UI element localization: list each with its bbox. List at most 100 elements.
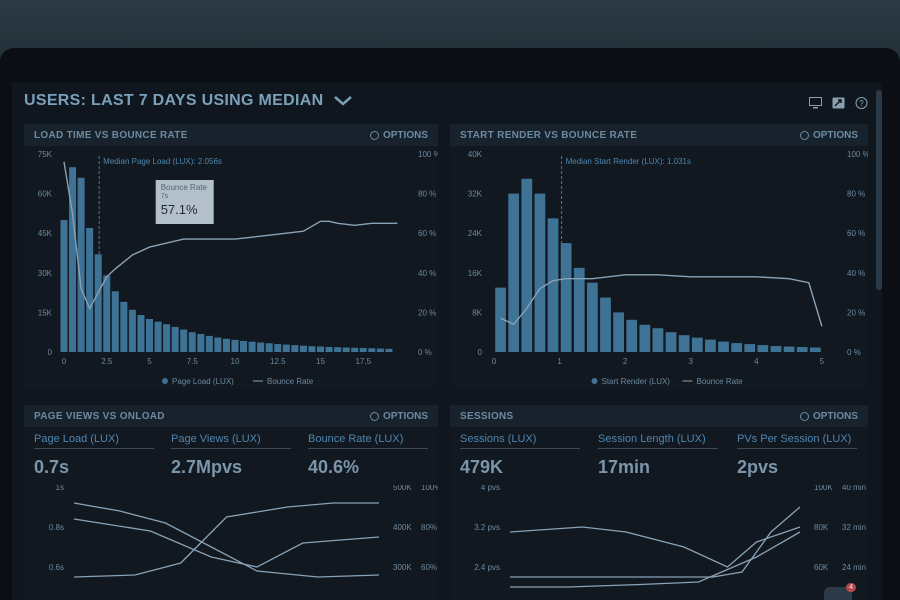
bar <box>325 346 333 352</box>
x-tick: 15 <box>316 357 325 366</box>
y-tick-left: 4 pvs <box>481 485 500 492</box>
x-tick: 4 <box>754 357 759 366</box>
bar <box>257 342 265 352</box>
scrollbar[interactable] <box>876 90 882 290</box>
y-tick-right-2: 60% <box>421 563 437 572</box>
y-tick-right: 0 % <box>847 348 861 357</box>
options-button[interactable]: OPTIONS <box>369 411 428 422</box>
chevron-down-icon[interactable] <box>334 95 352 106</box>
panel-header: START RENDER VS BOUNCE RATE OPTIONS <box>450 124 868 146</box>
y-tick-right: 20 % <box>847 308 865 317</box>
stat-label: Bounce Rate (LUX) <box>308 433 404 445</box>
series-line <box>73 518 380 568</box>
bar <box>103 275 111 352</box>
y-tick-right: 20 % <box>418 308 436 317</box>
bar <box>613 312 624 352</box>
bar <box>120 301 128 352</box>
tooltip-label: Bounce Rate <box>161 183 208 192</box>
gear-icon <box>369 130 379 140</box>
bar <box>231 339 239 352</box>
bar <box>534 193 546 352</box>
export-icon[interactable] <box>832 96 845 109</box>
y-tick-right: 0 % <box>418 348 432 357</box>
stat-divider <box>171 448 291 449</box>
y-tick-left: 0 <box>48 348 53 357</box>
bar <box>299 345 307 352</box>
x-tick: 17.5 <box>355 357 371 366</box>
bar <box>547 218 559 352</box>
page-title[interactable]: USERS: LAST 7 DAYS USING MEDIAN <box>24 92 323 109</box>
bar <box>274 344 282 352</box>
bar <box>796 347 808 352</box>
options-button[interactable]: OPTIONS <box>799 410 858 422</box>
stat-pvs-per-session[interactable]: PVs Per Session (LUX) 2pvs <box>737 433 857 478</box>
y-tick-right: 80K <box>814 523 829 532</box>
page-title-prefix: USERS: <box>24 92 87 109</box>
y-tick-right: 100 % <box>418 150 438 159</box>
stat-session-length[interactable]: Session Length (LUX) 17min <box>598 433 718 478</box>
y-tick-right: 400K <box>393 523 412 532</box>
bar <box>128 309 136 352</box>
options-label: OPTIONS <box>382 129 428 141</box>
stat-sessions[interactable]: Sessions (LUX) 479K <box>460 433 580 478</box>
bar <box>163 324 171 352</box>
monitor-icon[interactable] <box>809 96 822 109</box>
dashboard-screen: USERS: LAST 7 DAYS USING MEDIAN ? LOAD T… <box>12 82 882 600</box>
bar <box>60 220 68 352</box>
panel-load-time: LOAD TIME VS BOUNCE RATE OPTIONS 75K 60K 4… <box>24 124 441 389</box>
y-tick-left: 32K <box>468 190 483 199</box>
bar <box>573 267 585 352</box>
y-tick-right: 300K <box>393 563 412 572</box>
x-tick: 5 <box>820 357 825 366</box>
load-time-chart: 75K 60K 45K 30K 15K 0 100 % 80 % 60 % 40 % 20 % 0 %… <box>38 150 441 386</box>
bar <box>586 282 598 352</box>
bar <box>744 344 756 352</box>
bar <box>145 319 154 352</box>
series-line <box>510 506 801 578</box>
bar <box>240 340 248 352</box>
stat-page-load[interactable]: Page Load (LUX) 0.7s <box>34 433 154 478</box>
series-line <box>73 502 380 578</box>
gear-icon <box>369 411 379 421</box>
bar <box>757 345 769 352</box>
tooltip[interactable]: Bounce Rate 7s 57.1% <box>155 180 214 224</box>
bar <box>265 343 273 352</box>
help-icon[interactable]: ? <box>855 96 868 109</box>
bar <box>495 287 506 352</box>
y-tick-left: 8K <box>472 308 482 317</box>
page-views-chart: 1s 500K 100% 0.8s 400K 80% 0.6s 300K 60% <box>49 485 438 578</box>
x-tick: 3 <box>689 357 694 366</box>
bar <box>316 346 325 352</box>
y-tick-right-2: 24 min <box>842 563 866 572</box>
header: USERS: LAST 7 DAYS USING MEDIAN <box>24 92 352 110</box>
panel-start-render: START RENDER VS BOUNCE RATE OPTIONS 40K 3… <box>450 124 870 389</box>
bar <box>600 297 611 352</box>
bar <box>137 315 145 352</box>
y-tick-left: 30K <box>38 269 53 278</box>
start-render-chart: 40K 32K 24K 16K 8K 0 100 % 80 % 60 % 40 % 20 % 0 % 0… <box>468 150 870 386</box>
bar <box>359 348 367 352</box>
y-tick-left: 0.6s <box>49 563 64 572</box>
options-label: OPTIONS <box>812 410 858 422</box>
stat-bounce-rate[interactable]: Bounce Rate (LUX) 40.6% <box>308 433 428 478</box>
options-button[interactable]: OPTIONS <box>799 130 858 141</box>
options-button[interactable]: OPTIONS <box>369 129 428 141</box>
notifications-button[interactable]: 4 <box>824 583 856 600</box>
bar <box>718 341 729 352</box>
bar <box>626 319 638 352</box>
bar <box>368 348 376 352</box>
bar <box>665 332 677 352</box>
y-tick-left: 16K <box>468 269 483 278</box>
bar <box>77 177 85 352</box>
stat-page-views[interactable]: Page Views (LUX) 2.7Mpvs <box>171 433 291 478</box>
x-tick: 0 <box>492 357 497 366</box>
bar <box>809 347 821 352</box>
x-tick: 10 <box>231 357 240 366</box>
stat-value: 17min <box>598 457 651 477</box>
y-tick-right: 60 % <box>418 229 436 238</box>
legend-bar-marker <box>162 378 168 384</box>
x-tick: 1 <box>557 357 562 366</box>
stat-divider <box>460 448 580 449</box>
y-tick-right: 60 % <box>847 229 865 238</box>
bar <box>248 341 256 352</box>
